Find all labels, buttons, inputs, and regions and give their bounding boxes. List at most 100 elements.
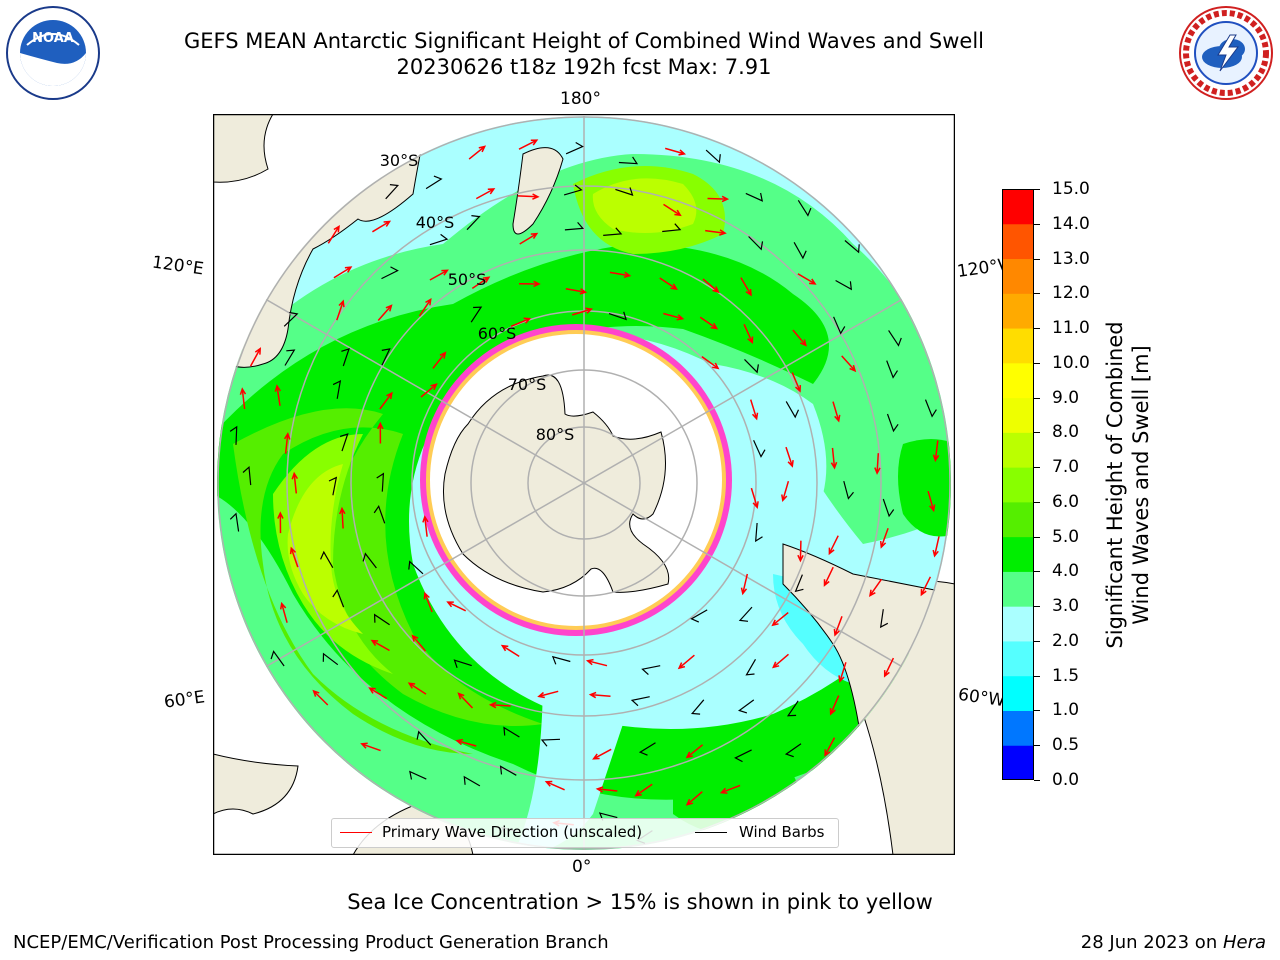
wave-direction-arrow [685,791,703,806]
wave-direction-arrow [797,540,804,563]
wave-direction-arrow [883,657,895,678]
wave-direction-arrow [291,471,299,494]
wave-direction-arrow [771,653,789,669]
meridian-line [217,222,951,744]
nws-logo-icon [1178,5,1274,101]
wave-direction-arrow [785,446,794,468]
colorbar-tick-mark [1034,640,1040,642]
colorbar-segment [1002,432,1034,468]
wind-barb [409,770,427,780]
wave-direction-arrow [471,276,491,290]
colorbar-segment [1002,328,1034,364]
wind-barb [283,311,299,327]
colorbar-tick-mark [1034,780,1040,781]
colorbar-tick-mark [1034,571,1040,573]
wave-direction-arrow [829,695,840,716]
wind-barb [738,606,753,622]
wind-barb [463,775,481,787]
wave-direction-arrow [279,601,288,623]
colorbar-segment [1002,258,1034,294]
colorbar-tick-label: 12.0 [1052,283,1090,304]
wind-barb [888,330,902,347]
wind-barb [503,726,520,738]
wave-direction-arrow [423,591,433,613]
colorbar-scale [1002,189,1034,781]
colorbar-tick-label: 15.0 [1052,179,1090,199]
wind-barb [882,498,895,518]
noaa-logo-text: NOAA [32,31,74,46]
wind-barb [886,360,899,379]
noaa-logo-icon: NOAA [5,5,101,101]
colorbar-segment [1002,189,1034,225]
wave-direction-arrow [663,312,685,321]
wind-barb [564,222,585,231]
wind-barb [924,399,937,418]
colorbar-segment [1002,362,1034,399]
colorbar-tick-mark [1034,467,1040,469]
colorbar-segment [1002,223,1034,260]
wave-direction-arrow [429,269,449,281]
wave-direction-arrow [781,480,790,503]
wind-barb [341,347,350,367]
wind-barb [373,504,386,524]
wind-barb [794,574,804,593]
lat-label-70s: 70°S [508,375,547,394]
lat-label-40s: 40°S [416,213,455,232]
colorbar-tick-mark [1034,536,1040,538]
colorbar-label-line2: Wind Waves and Swell [m] [1129,345,1153,625]
wave-direction-arrow [634,783,653,797]
colorbar-segment [1002,710,1034,746]
wave-direction-arrow [446,601,467,612]
wave-direction-arrow [519,232,539,245]
wind-barb [662,223,682,233]
wave-direction-arrow [372,220,392,233]
wave-direction-arrow [823,566,834,587]
colorbar-label-line1: Significant Height of Combined [1103,321,1127,649]
colorbar-tick-mark [1034,189,1040,190]
antarctica-land [442,374,670,593]
colorbar-tick-label: 6.0 [1052,491,1080,512]
wave-direction-arrow [797,273,817,285]
wind-barb [270,650,285,667]
wave-direction-arrow [377,304,393,321]
wind-barb [320,550,334,568]
colorbar-tick-mark [1034,710,1040,712]
wave-direction-arrow [740,277,752,297]
colorbar-tick-mark [1034,606,1040,608]
wind-barb [793,242,807,260]
colorbar-tick-label: 4.0 [1052,561,1080,582]
wave-direction-arrow [368,687,388,700]
wind-barb [229,425,238,445]
wave-direction-arrow [333,266,353,279]
footer-machine: Hera [1222,932,1266,953]
wind-barb [608,311,628,321]
wind-barb [737,699,755,714]
colorbar-tick-mark [1034,432,1040,434]
wind-barb [843,480,854,500]
wave-direction-arrow [879,528,889,549]
wave-direction-arrow [274,384,282,406]
wave-direction-arrow [750,487,759,509]
wave-direction-arrow [592,748,612,760]
colorbar-tick-label: 2.0 [1052,630,1080,651]
wave-direction-arrow [824,737,836,757]
wind-barb [835,279,853,291]
wind-barb [425,175,443,190]
graticule [217,116,951,850]
wind-barb [322,652,339,666]
lat-label-80s: 80°S [536,425,575,444]
wave-direction-arrow [828,535,839,556]
legend-wind-barbs-swatch [695,832,727,833]
wave-direction-arrow [289,546,299,568]
wave-direction-arrow [932,536,940,558]
wind-barb [603,227,623,236]
wind-barb [786,700,799,717]
wave-direction-arrow [327,224,340,244]
colorbar-tick-mark [1034,397,1040,399]
colorbar-tick-label: 0.0 [1052,770,1080,790]
colorbar-segment [1002,606,1034,642]
colorbar-tick-mark [1034,501,1040,503]
wave-direction-arrow [432,351,447,369]
wave-direction-arrow [719,784,741,794]
colorbar-tick-label: 7.0 [1052,457,1080,478]
